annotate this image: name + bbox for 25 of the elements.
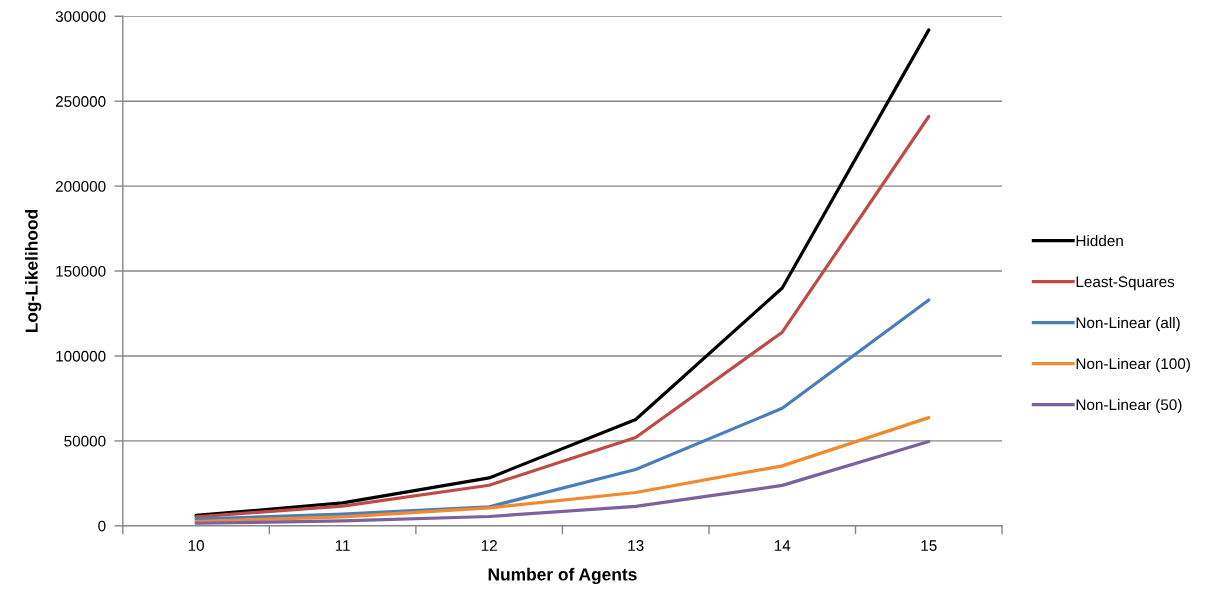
y-tick-label: 200000: [55, 180, 106, 192]
y-tick-label: 100000: [56, 350, 106, 362]
line-series: [194, 439, 931, 525]
y-tick-label: 150000: [56, 265, 106, 277]
x-tick-label: 11: [335, 540, 350, 551]
line-series: [194, 298, 931, 521]
y-tick-label: 50000: [64, 435, 106, 447]
x-tick-label: 15: [921, 540, 937, 551]
y-tick-label: 0: [98, 520, 106, 532]
legend-label: Least-Squares: [1076, 276, 1175, 291]
legend-label: Non-Linear (all): [1076, 316, 1180, 332]
x-tick-label: 13: [628, 540, 644, 551]
legend-label: Non-Linear (50): [1076, 398, 1182, 414]
line-series: [194, 416, 931, 524]
legend-label: Non-Linear (100): [1076, 357, 1190, 373]
y-axis-title: Log-Likelihood: [25, 209, 42, 333]
line-series: [194, 114, 931, 519]
x-tick-label: 14: [774, 540, 791, 551]
y-tick-label: 300000: [55, 11, 106, 22]
x-tick-label: 10: [188, 540, 204, 551]
x-axis-title: Number of Agents: [488, 567, 637, 585]
line-series: [194, 28, 931, 518]
legend-label: Hidden: [1076, 234, 1123, 247]
y-tick-label: 250000: [55, 96, 106, 107]
x-tick-label: 12: [481, 540, 497, 551]
